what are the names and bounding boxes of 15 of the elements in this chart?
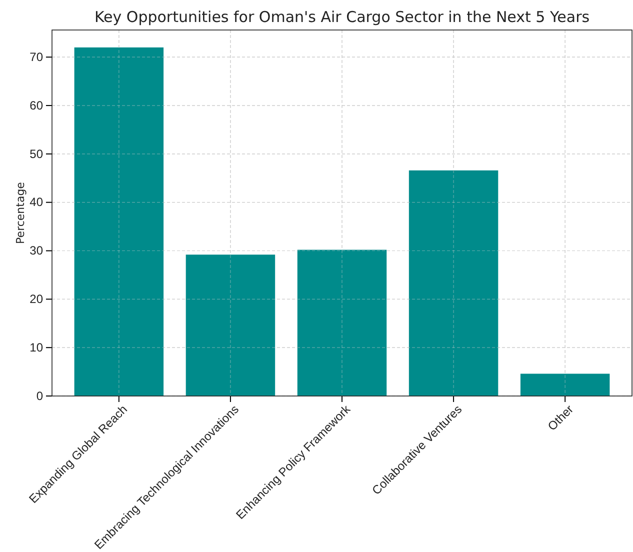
bar xyxy=(297,250,387,396)
bar xyxy=(520,374,610,396)
chart-title: Key Opportunities for Oman's Air Cargo Sector in the Next 5 Years xyxy=(94,8,590,26)
y-tick-label: 20 xyxy=(30,292,44,306)
bar xyxy=(74,47,164,396)
bar xyxy=(408,170,498,396)
y-tick-label: 70 xyxy=(30,50,44,64)
y-tick-label: 0 xyxy=(36,388,44,403)
y-tick-label: 10 xyxy=(30,340,44,354)
y-tick-label: 30 xyxy=(30,244,44,258)
bar xyxy=(186,254,276,396)
y-tick-label: 50 xyxy=(30,146,44,161)
y-tick-label: 60 xyxy=(30,98,44,112)
y-axis-title: Percentage xyxy=(14,182,27,244)
y-tick-label: 40 xyxy=(30,195,44,210)
